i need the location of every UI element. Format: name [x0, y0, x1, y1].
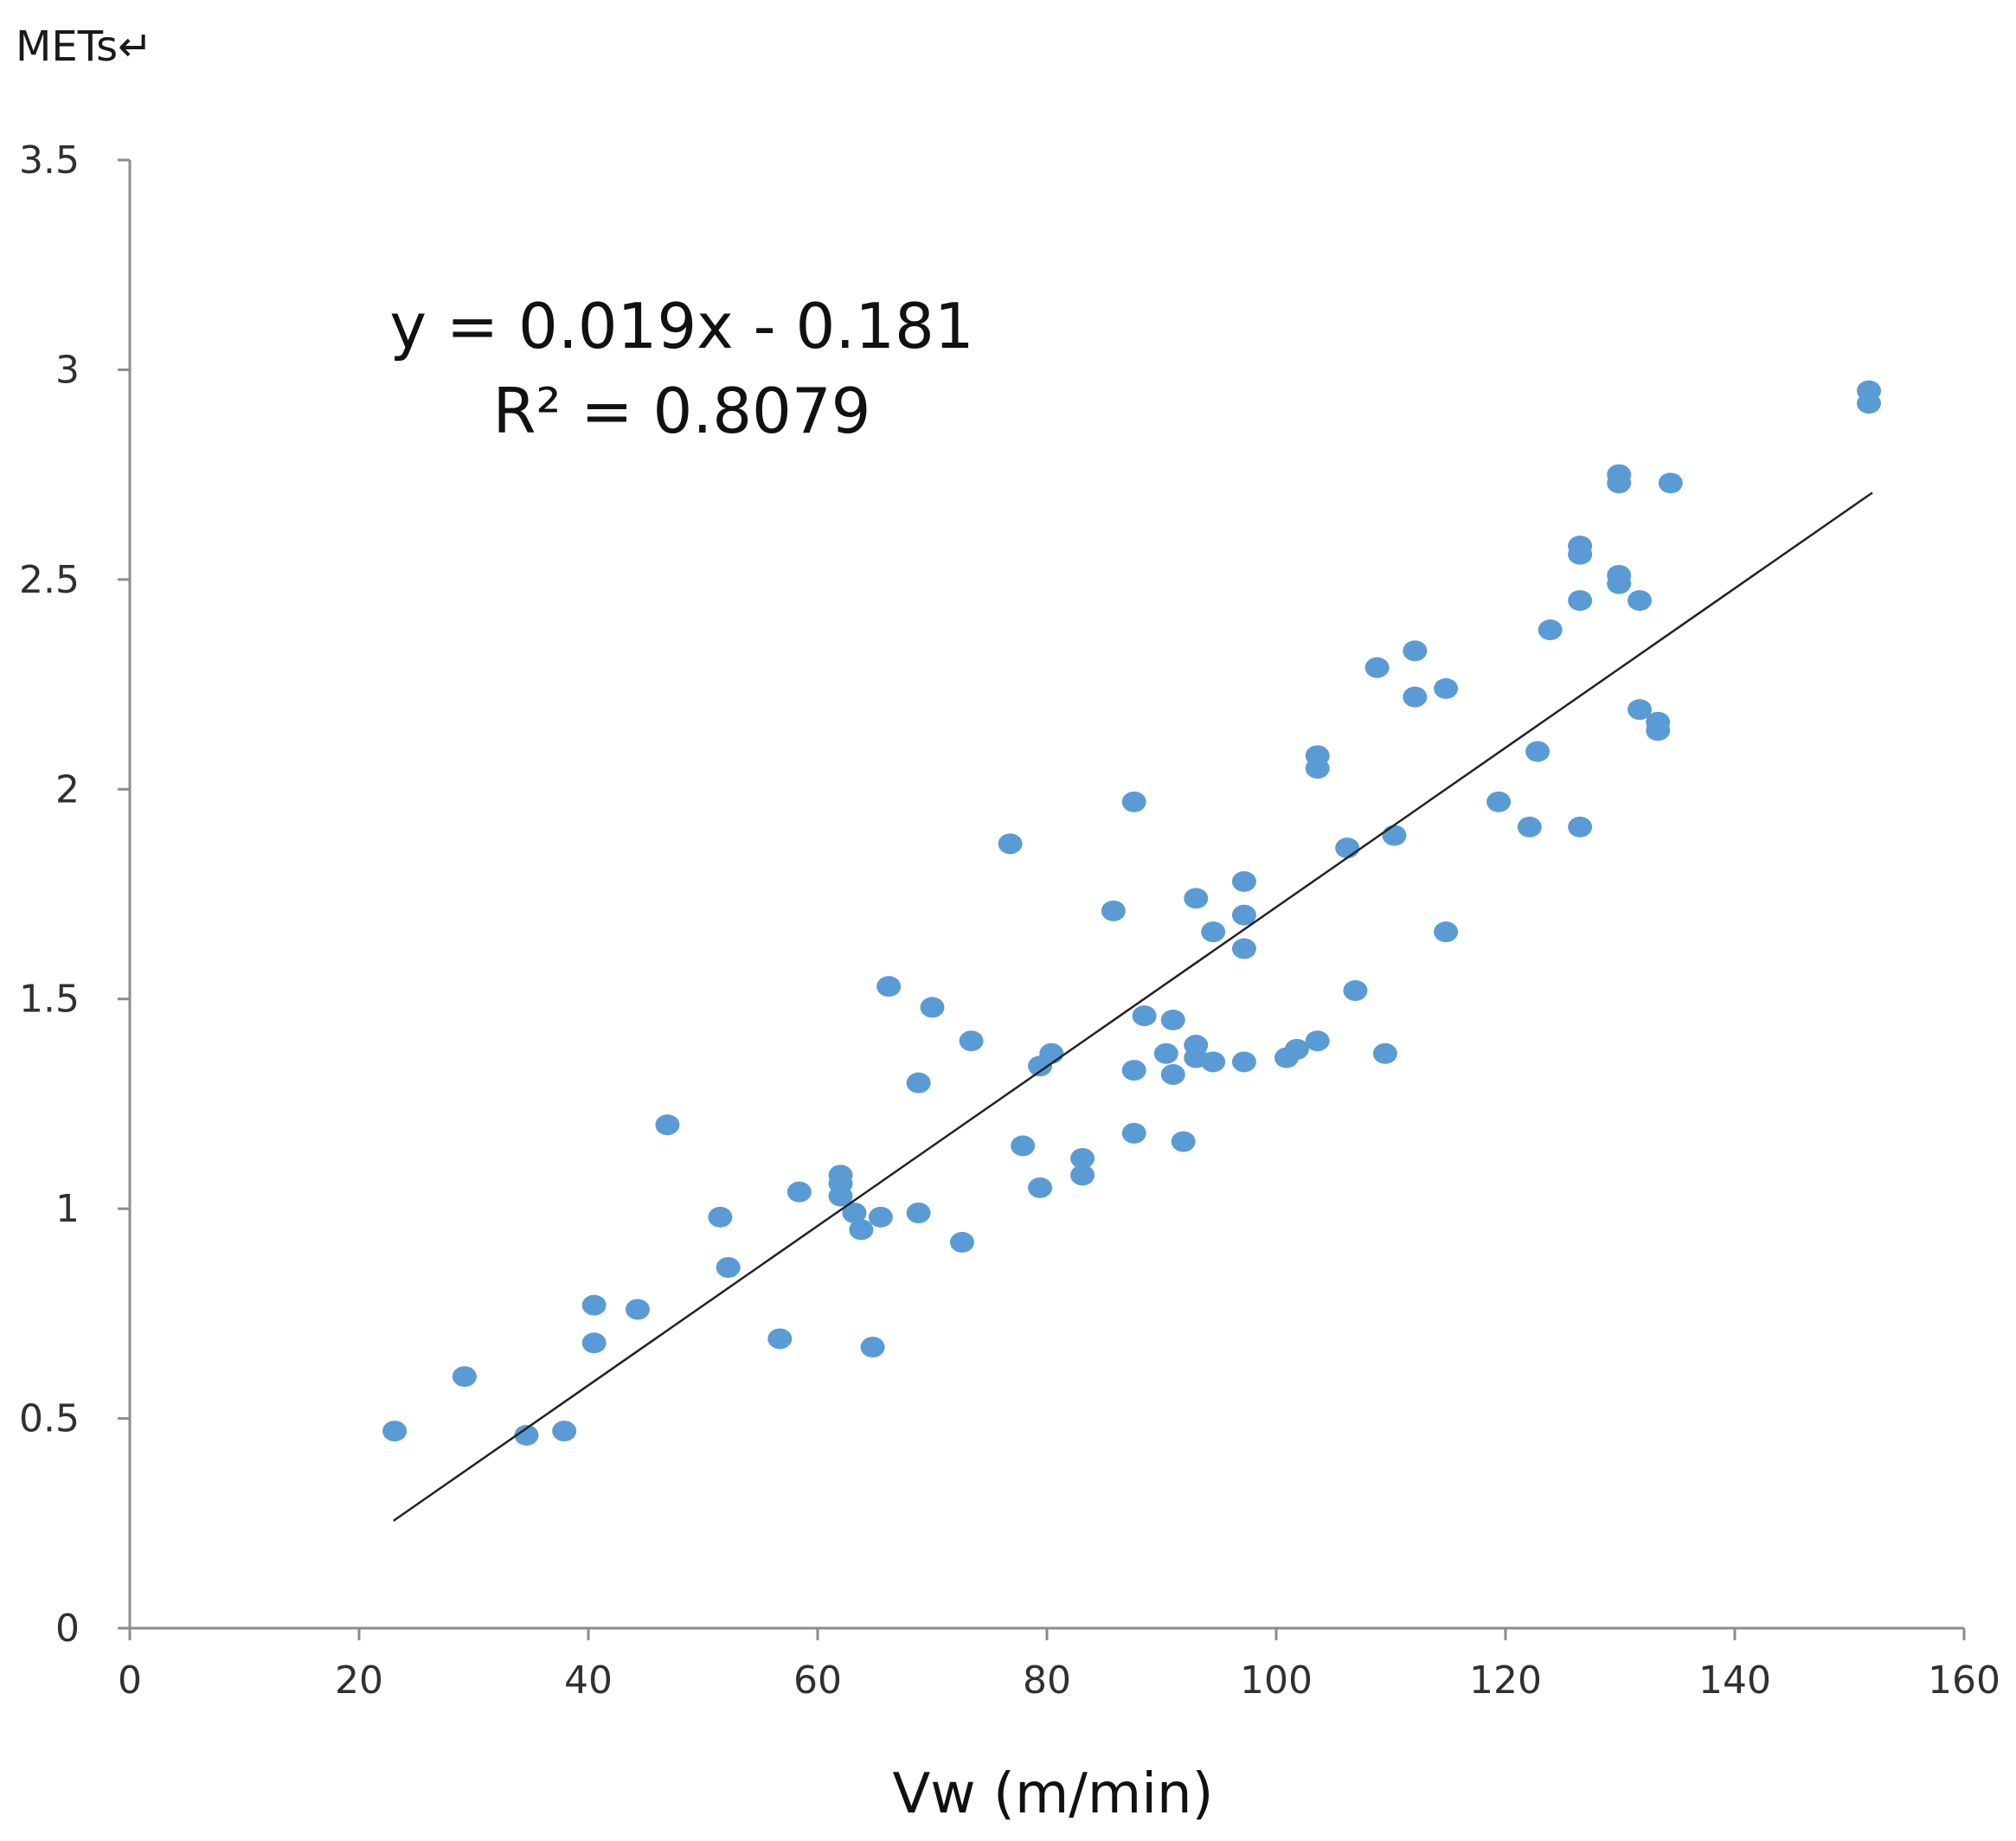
data-point [1070, 1147, 1095, 1169]
data-point [998, 833, 1023, 855]
y-tick-label: 0.5 [19, 1397, 80, 1441]
y-axis-title: METs↵ [16, 22, 152, 71]
data-point [1658, 472, 1683, 494]
y-tick-label: 3.5 [19, 138, 80, 183]
data-point [949, 1231, 974, 1253]
data-point [1201, 1051, 1226, 1073]
data-point [655, 1114, 680, 1136]
data-point [1517, 816, 1542, 837]
y-tick-label: 2 [55, 767, 80, 811]
data-point [1231, 904, 1256, 926]
trendline-r-squared: R² = 0.8079 [493, 375, 871, 447]
data-point [1434, 921, 1459, 943]
data-point [1121, 791, 1146, 812]
data-point [1646, 720, 1671, 741]
data-point [1568, 543, 1593, 565]
data-point [1857, 393, 1882, 414]
x-ticks: 0 20 40 60 80 100 120 140 160 [118, 1628, 2000, 1703]
data-point [1184, 888, 1209, 909]
data-point [1568, 590, 1593, 612]
data-point [1121, 1060, 1146, 1081]
data-point [382, 1421, 408, 1442]
x-tick-label: 120 [1469, 1658, 1542, 1703]
y-tick-label: 3 [55, 348, 80, 392]
data-point [1153, 1042, 1178, 1064]
x-tick-label: 20 [335, 1658, 383, 1703]
data-point [1607, 573, 1632, 594]
x-tick-label: 80 [1023, 1658, 1071, 1703]
data-point [716, 1257, 741, 1279]
trend-line [393, 491, 1873, 1522]
x-tick-label: 0 [118, 1658, 142, 1703]
x-tick-label: 60 [793, 1658, 842, 1703]
data-point [876, 976, 902, 997]
data-point [1101, 900, 1126, 921]
data-point [625, 1299, 650, 1320]
data-point [1231, 870, 1256, 892]
data-point [1364, 657, 1390, 678]
data-point [959, 1030, 984, 1052]
x-tick-label: 40 [564, 1658, 613, 1703]
data-point [906, 1072, 931, 1094]
y-tick-label: 1 [55, 1187, 80, 1231]
data-point [1121, 1122, 1146, 1144]
data-point [1028, 1177, 1053, 1198]
data-point [1372, 1042, 1397, 1064]
y-ticks: 0 0.5 1 1.5 2 2.5 3 3.5 [19, 138, 130, 1651]
data-point [708, 1206, 733, 1228]
data-point [1171, 1131, 1196, 1152]
data-point [1305, 1030, 1330, 1052]
y-tick-label: 1.5 [19, 978, 80, 1022]
y-tick-label: 2.5 [19, 558, 80, 602]
data-point [1525, 741, 1551, 762]
data-point [860, 1337, 885, 1358]
data-point [1434, 677, 1459, 699]
data-point [552, 1421, 577, 1442]
data-point [1231, 1051, 1256, 1073]
data-point [786, 1181, 812, 1203]
data-point [842, 1202, 867, 1223]
data-point [1201, 921, 1226, 943]
data-points [382, 380, 1882, 1446]
data-point [1403, 640, 1428, 662]
data-point [1343, 980, 1368, 1002]
data-point [920, 997, 945, 1018]
x-tick-label: 140 [1698, 1658, 1771, 1703]
data-point [1231, 938, 1256, 959]
data-point [1403, 686, 1428, 708]
data-point [1628, 590, 1653, 612]
data-point [1486, 791, 1512, 812]
data-point [1628, 699, 1653, 721]
data-point [1538, 619, 1563, 641]
x-tick-label: 100 [1240, 1658, 1313, 1703]
data-point [1160, 1009, 1185, 1030]
data-point [767, 1328, 793, 1350]
data-point [1335, 837, 1360, 859]
data-point [1568, 816, 1593, 837]
data-point [1070, 1164, 1095, 1186]
data-point [868, 1206, 893, 1228]
data-point [581, 1294, 607, 1316]
y-tick-label: 0 [55, 1607, 80, 1651]
data-point [1039, 1042, 1064, 1064]
data-point [452, 1366, 477, 1388]
data-point [1305, 758, 1330, 779]
x-axis-title: Vw (m/min) [893, 1762, 1214, 1826]
data-point [906, 1202, 931, 1223]
trendline-equation-box: y = 0.019x - 0.181 R² = 0.8079 [389, 290, 973, 447]
data-point [1011, 1135, 1036, 1157]
data-point [849, 1219, 874, 1241]
data-point [581, 1332, 607, 1354]
data-point [1607, 472, 1632, 494]
x-tick-label: 160 [1928, 1658, 2000, 1703]
data-point [1382, 824, 1407, 846]
axes [128, 160, 1964, 1630]
data-point [828, 1185, 853, 1207]
data-point [1160, 1063, 1185, 1085]
data-point [1284, 1038, 1309, 1060]
data-point [1132, 1005, 1157, 1027]
trendline-equation: y = 0.019x - 0.181 [389, 290, 973, 362]
data-point [514, 1424, 539, 1446]
